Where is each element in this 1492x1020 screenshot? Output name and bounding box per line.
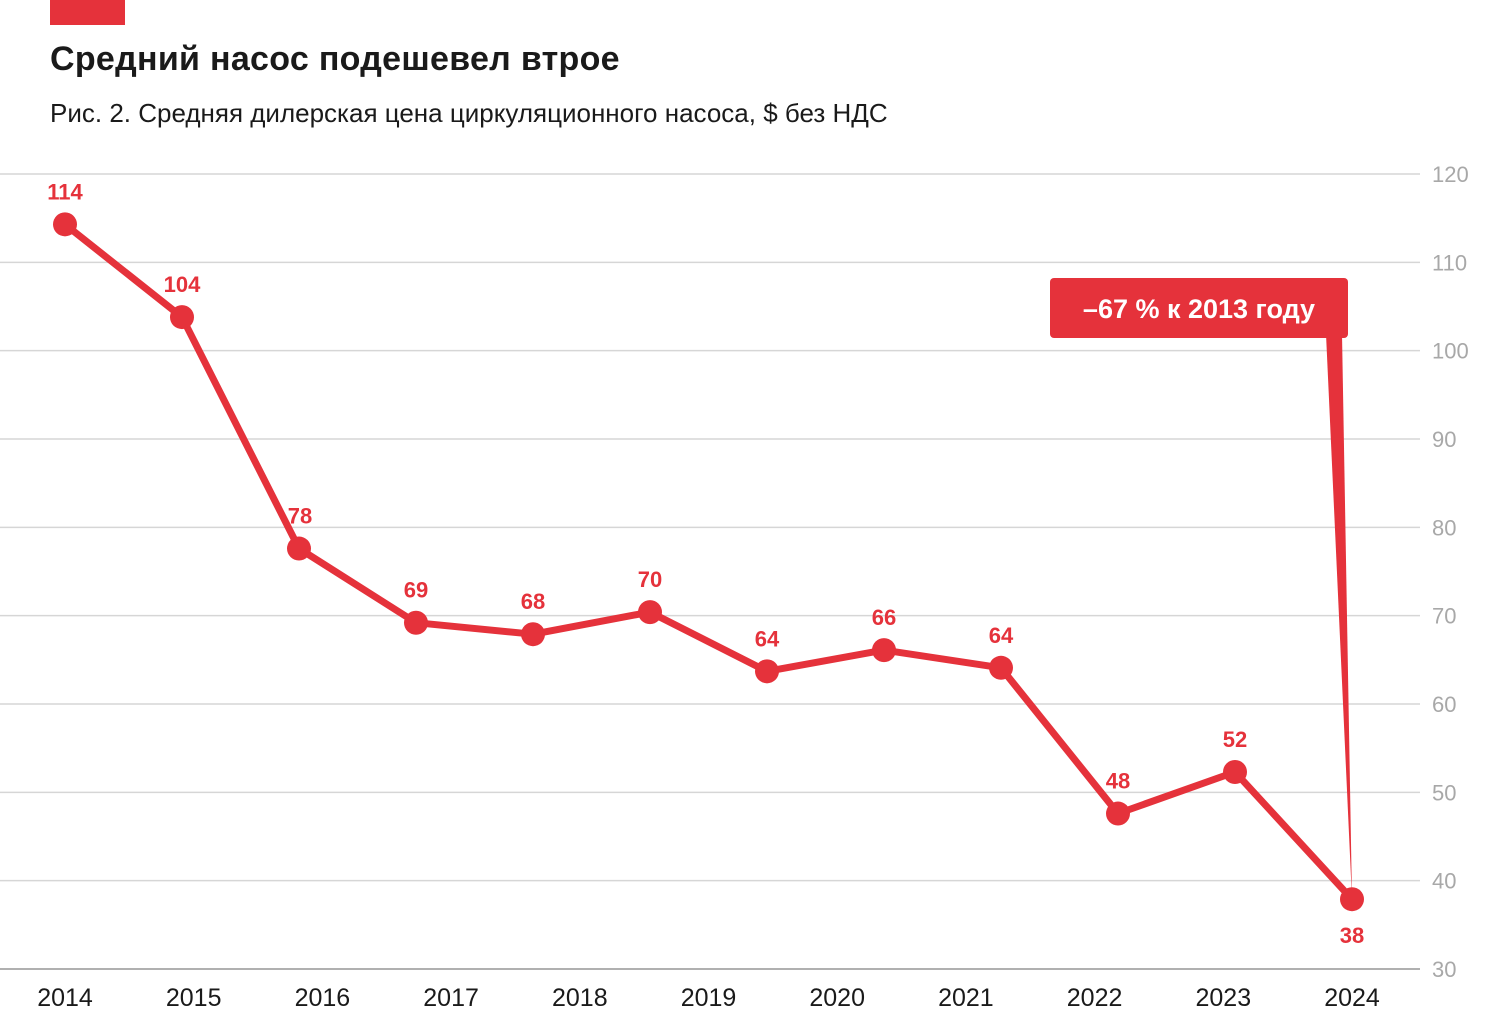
y-tick-label: 30 <box>1432 957 1456 982</box>
data-label: 69 <box>404 578 428 603</box>
annotation-pointer <box>1326 334 1352 900</box>
series-line <box>61 220 1356 903</box>
x-axis-ticks: 2014 2015 2016 2017 2018 2019 2020 2021 2022 2023… <box>37 984 1380 1012</box>
data-point <box>1223 760 1247 785</box>
data-label: 64 <box>989 623 1014 648</box>
data-label: 64 <box>755 626 780 651</box>
x-tick-label: 2020 <box>809 984 865 1012</box>
x-tick-label: 2022 <box>1067 984 1123 1012</box>
x-tick-label: 2024 <box>1324 984 1380 1012</box>
data-label: 52 <box>1223 727 1247 752</box>
data-label: 66 <box>872 605 896 630</box>
data-point <box>170 305 194 330</box>
data-label: 114 <box>47 179 83 204</box>
chart-subtitle: Рис. 2. Средняя дилерская цена циркуляци… <box>50 98 888 128</box>
annotation-layer: –67 % к 2013 году <box>1050 278 1352 900</box>
data-label: 68 <box>521 589 545 614</box>
y-tick-label: 110 <box>1432 250 1467 275</box>
y-tick-label: 100 <box>1432 339 1469 364</box>
data-point <box>755 659 779 684</box>
data-label: 48 <box>1106 769 1130 794</box>
grid-layer <box>0 173 1420 970</box>
y-tick-label: 70 <box>1432 604 1456 629</box>
y-axis-ticks: 30 40 50 60 70 80 90 100 110 120 <box>1432 162 1469 982</box>
annotation-box <box>1050 278 1348 338</box>
x-tick-label: 2018 <box>552 984 608 1012</box>
data-point <box>521 622 545 647</box>
data-point <box>1106 801 1130 826</box>
x-tick-label: 2016 <box>295 984 351 1012</box>
y-tick-label: 50 <box>1432 780 1456 805</box>
data-point <box>53 212 77 237</box>
data-point <box>638 600 662 625</box>
data-label: 70 <box>638 567 662 592</box>
x-tick-label: 2021 <box>938 984 994 1012</box>
accent-bar <box>50 0 125 25</box>
y-tick-label: 40 <box>1432 869 1456 894</box>
y-tick-label: 60 <box>1432 692 1456 717</box>
data-point <box>287 536 311 561</box>
data-label: 38 <box>1340 923 1364 948</box>
data-label-layer: 114 104 78 69 68 70 64 66 64 48 52 38 <box>47 179 1364 948</box>
series-layer <box>53 212 1364 912</box>
data-label: 104 <box>164 272 201 297</box>
y-tick-label: 120 <box>1432 162 1469 187</box>
x-tick-label: 2017 <box>423 984 479 1012</box>
data-point <box>1340 887 1364 912</box>
y-tick-label: 80 <box>1432 515 1456 540</box>
x-tick-label: 2015 <box>166 984 222 1012</box>
x-tick-label: 2014 <box>37 984 93 1012</box>
y-tick-label: 90 <box>1432 427 1456 452</box>
x-tick-label: 2023 <box>1195 984 1251 1012</box>
chart-title: Средний насос подешевел втрое <box>50 40 620 78</box>
x-tick-label: 2019 <box>681 984 737 1012</box>
data-point <box>872 638 896 663</box>
data-label: 78 <box>288 504 312 529</box>
data-point <box>404 610 428 635</box>
data-point <box>989 655 1013 680</box>
annotation-text: –67 % к 2013 году <box>1083 294 1315 324</box>
